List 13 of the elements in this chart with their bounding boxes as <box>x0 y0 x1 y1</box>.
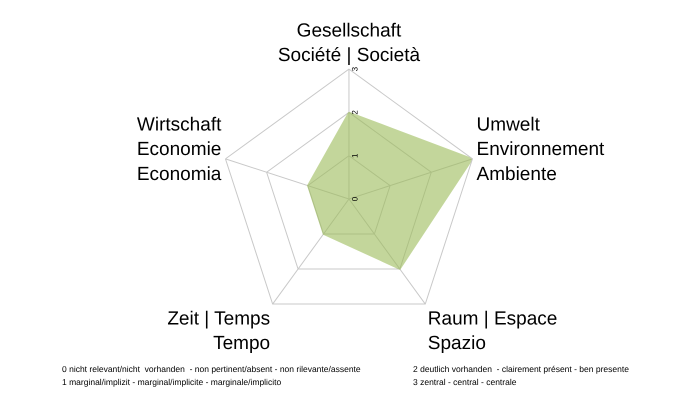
spoke-label: Umwelt Environnement Ambiente <box>476 114 606 185</box>
spoke-label: Raum | Espace Spazio <box>428 308 558 354</box>
y-tick-label: 1 <box>350 152 360 158</box>
text: 2 deutlich vorhanden - clairement présent - ben presente <box>413 364 630 374</box>
spoke-label: Gesellschaft Société | Società <box>278 20 420 66</box>
y-tick-label: 2 <box>350 110 360 115</box>
text: 1 marginal/implizit - marginal/implicite - marginale/implicito <box>62 377 282 387</box>
y-tick-label: 3 <box>350 66 360 72</box>
spoke-label: Zeit | Temps Tempo <box>167 308 270 354</box>
y-tick-label: 0 <box>350 196 360 202</box>
spoke-label: Wirtschaft Economie Economia <box>136 114 222 185</box>
text: 0 nicht relevant/nicht vorhanden - non pertinent/absent - non rilevante/assente <box>62 364 361 374</box>
text: 3 zentral - central - centrale <box>413 377 517 387</box>
